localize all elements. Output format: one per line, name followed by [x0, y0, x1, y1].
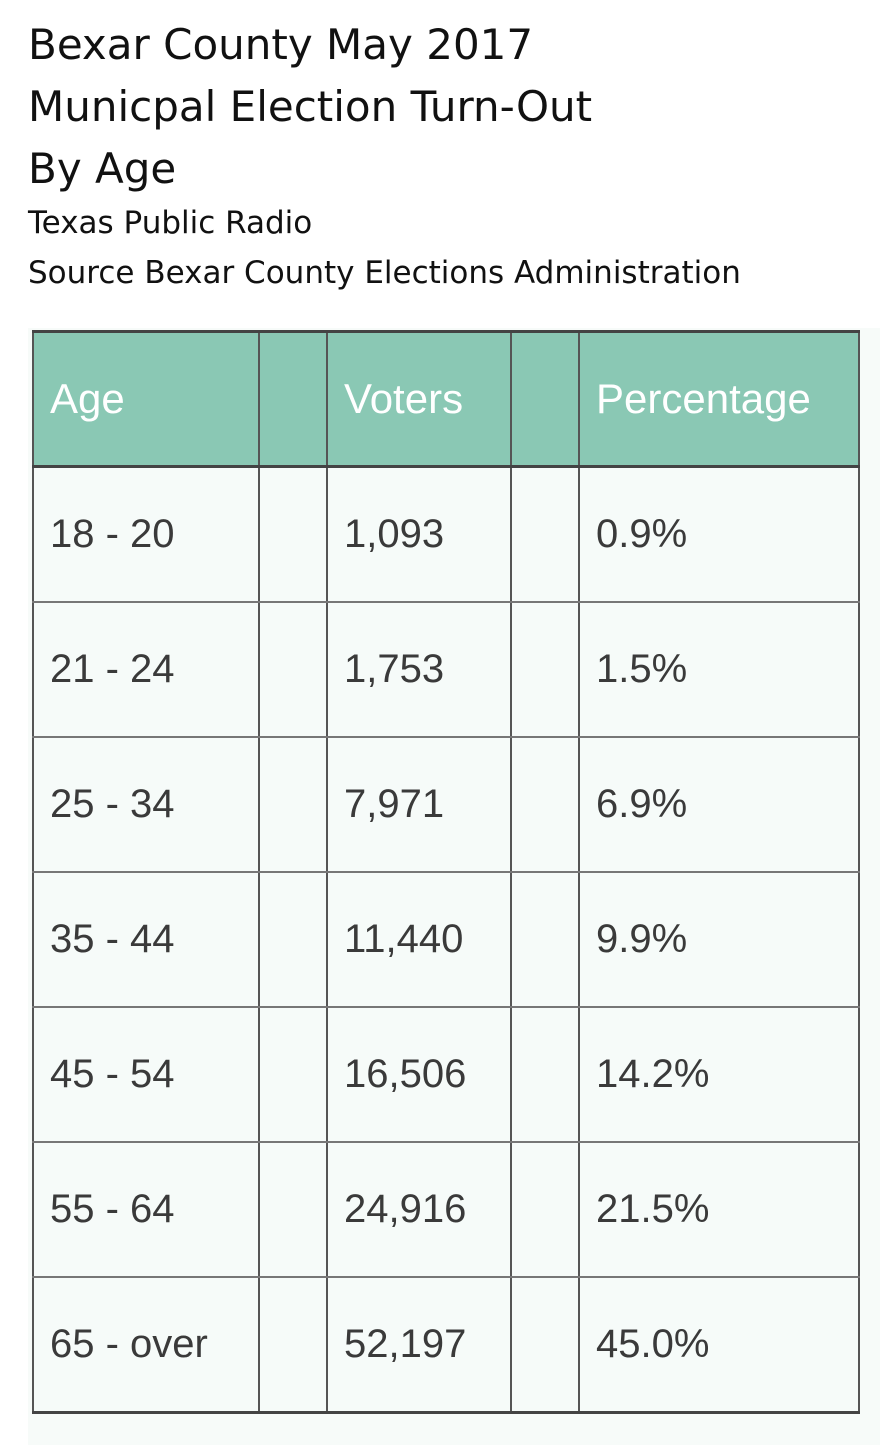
empty-cell	[510, 1006, 580, 1143]
percentage-cell: 1.5%	[578, 601, 860, 738]
age-cell: 65 - over	[32, 1276, 260, 1414]
percentage-cell: 21.5%	[578, 1141, 860, 1278]
voters-cell: 1,753	[326, 601, 512, 738]
empty-cell	[258, 1141, 328, 1278]
percentage-cell: 9.9%	[578, 871, 860, 1008]
age-cell: 21 - 24	[32, 601, 260, 738]
turnout-table: Age Voters Percentage 18 - 20 1,093 0.9% 21…	[32, 330, 860, 1414]
empty-cell	[258, 1276, 328, 1414]
source-credit: Source Bexar County Elections Administra…	[28, 255, 741, 291]
percentage-cell: 45.0%	[578, 1276, 860, 1414]
column-header-voters: Voters	[326, 330, 512, 468]
empty-cell	[258, 871, 328, 1008]
publisher-credit: Texas Public Radio	[28, 205, 313, 241]
table-row: 65 - over 52,197 45.0%	[32, 1276, 860, 1414]
voters-cell: 52,197	[326, 1276, 512, 1414]
empty-cell	[258, 601, 328, 738]
empty-cell	[510, 465, 580, 603]
empty-cell	[510, 1141, 580, 1278]
empty-cell	[510, 601, 580, 738]
column-header-percentage: Percentage	[578, 330, 860, 468]
chart-title-line-3: By Age	[28, 144, 177, 193]
table-row: 55 - 64 24,916 21.5%	[32, 1141, 860, 1278]
voters-cell: 16,506	[326, 1006, 512, 1143]
age-cell: 55 - 64	[32, 1141, 260, 1278]
percentage-cell: 0.9%	[578, 465, 860, 603]
age-cell: 45 - 54	[32, 1006, 260, 1143]
column-header-blank-2	[510, 330, 580, 468]
percentage-cell: 6.9%	[578, 736, 860, 873]
voters-cell: 7,971	[326, 736, 512, 873]
title-block: Bexar County May 2017 Municpal Election …	[28, 14, 868, 298]
table-row: 21 - 24 1,753 1.5%	[32, 601, 860, 738]
table-row: 18 - 20 1,093 0.9%	[32, 465, 860, 603]
empty-cell	[510, 736, 580, 873]
table-header-row: Age Voters Percentage	[32, 330, 860, 468]
table-row: 25 - 34 7,971 6.9%	[32, 736, 860, 873]
voters-cell: 11,440	[326, 871, 512, 1008]
empty-cell	[258, 1006, 328, 1143]
age-cell: 18 - 20	[32, 465, 260, 603]
chart-title-line-1: Bexar County May 2017	[28, 20, 534, 69]
age-cell: 25 - 34	[32, 736, 260, 873]
chart-title-line-2: Municpal Election Turn-Out	[28, 82, 593, 131]
table-body: 18 - 20 1,093 0.9% 21 - 24 1,753 1.5% 25 - 34 7…	[32, 465, 860, 1414]
table-row: 35 - 44 11,440 9.9%	[32, 871, 860, 1008]
column-header-age: Age	[32, 330, 260, 468]
empty-cell	[258, 736, 328, 873]
age-cell: 35 - 44	[32, 871, 260, 1008]
empty-cell	[510, 871, 580, 1008]
turnout-table-panel: Age Voters Percentage 18 - 20 1,093 0.9% 21…	[28, 328, 880, 1445]
table-row: 45 - 54 16,506 14.2%	[32, 1006, 860, 1143]
column-header-blank-1	[258, 330, 328, 468]
percentage-cell: 14.2%	[578, 1006, 860, 1143]
voters-cell: 24,916	[326, 1141, 512, 1278]
empty-cell	[510, 1276, 580, 1414]
empty-cell	[258, 465, 328, 603]
voters-cell: 1,093	[326, 465, 512, 603]
